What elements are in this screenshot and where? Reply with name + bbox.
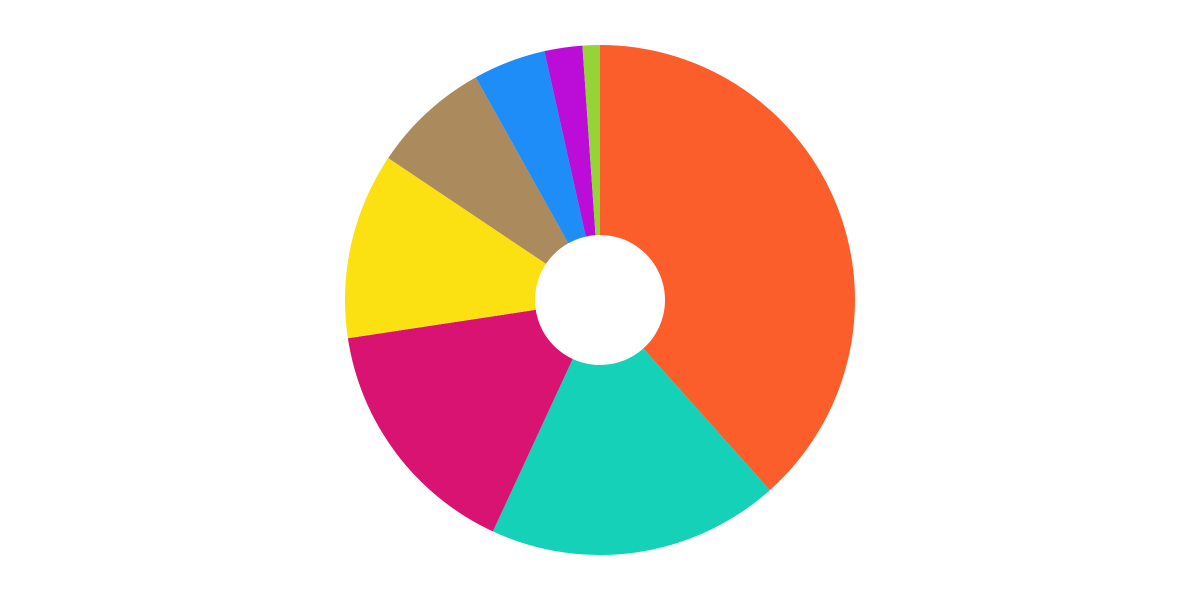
donut-chart <box>0 0 1200 600</box>
